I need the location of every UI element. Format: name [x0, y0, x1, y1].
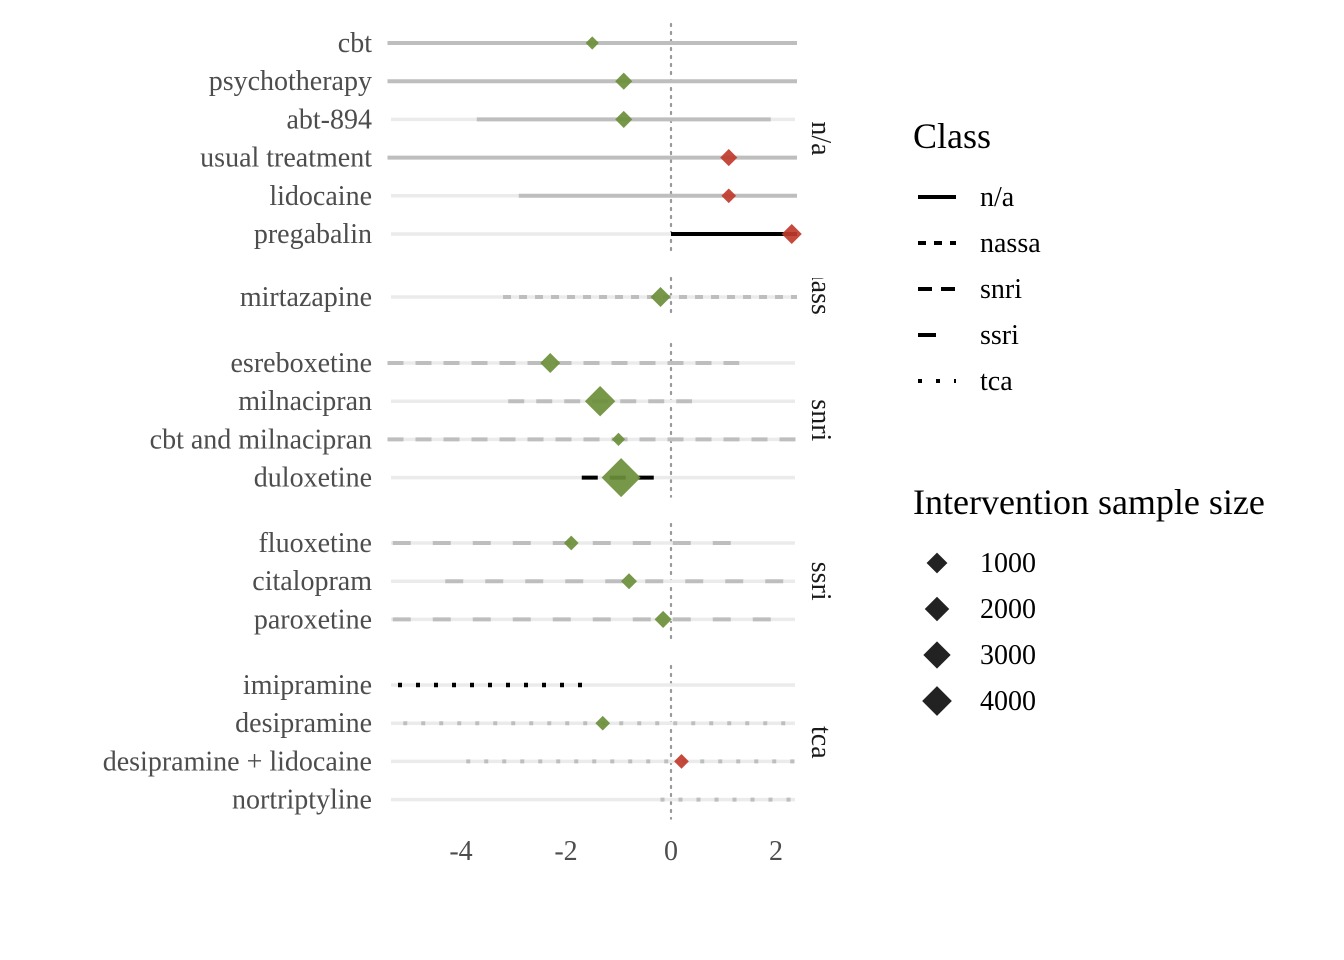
strip-label: snri	[805, 399, 836, 441]
row-duloxetine: duloxetine	[254, 458, 795, 498]
row-label: duloxetine	[254, 463, 372, 494]
strip: n/a	[805, 121, 836, 156]
legend-item-size-3000: 3000	[923, 640, 1036, 671]
legend-label: n/a	[980, 182, 1015, 213]
row-label: milnacipran	[238, 386, 372, 417]
legend-item-tca: tca	[918, 366, 1013, 397]
legend-key-diamond	[923, 641, 951, 669]
row-nortriptyline: nortriptyline	[232, 785, 797, 816]
point-estimate	[611, 432, 626, 446]
legend-title-size: Intervention sample size	[913, 482, 1265, 522]
legend-key-diamond	[926, 552, 948, 574]
point-estimate	[721, 188, 737, 204]
point-estimate	[563, 535, 579, 551]
legend-item-n-a: n/a	[918, 182, 1015, 213]
legend-label: snri	[980, 274, 1022, 305]
x-tick-label: -4	[449, 836, 472, 867]
panel-n-a: cbt psychotherapy abt-894 usual treatment li…	[200, 22, 836, 255]
row-label: desipramine	[235, 708, 372, 739]
row-label: imipramine	[243, 670, 372, 701]
row-mirtazapine: mirtazapine	[240, 282, 797, 313]
legend: Class n/a nassa snri ssri tca Intervention sam…	[913, 116, 1265, 717]
legend-label: 1000	[980, 548, 1036, 579]
legend-label: 2000	[980, 594, 1036, 625]
row-cbt-and-milnacipran: cbt and milnacipran	[150, 424, 797, 455]
row-label: citalopram	[252, 566, 372, 597]
x-tick-label: 0	[664, 836, 678, 867]
panel-ssri: fluoxetine citalopram paroxetine ssri	[252, 522, 836, 640]
point-estimate	[720, 149, 738, 167]
strip: snri	[805, 399, 836, 441]
panel-tca: imipramine desipramine desipramine + lidoc…	[103, 664, 836, 820]
strip-label: nassa	[805, 267, 836, 328]
x-tick-label: 2	[769, 836, 783, 867]
row-label: desipramine + lidocaine	[103, 746, 372, 777]
row-fluoxetine: fluoxetine	[258, 528, 795, 559]
strip: ssri	[805, 562, 836, 601]
point-estimate	[595, 715, 611, 731]
panel-nassa: mirtazapine nassa	[240, 267, 836, 328]
x-axis: -4 -2 0 2	[449, 836, 783, 867]
row-label: usual treatment	[200, 143, 372, 174]
point-estimate	[650, 287, 671, 307]
point-estimate	[674, 754, 689, 769]
point-estimate	[601, 458, 641, 498]
row-label: pregabalin	[254, 219, 372, 250]
row-milnacipran: milnacipran	[238, 386, 795, 417]
legend-title-class: Class	[913, 116, 991, 156]
row-label: lidocaine	[269, 181, 372, 212]
legend-item-snri: snri	[918, 274, 1022, 305]
row-label: cbt	[338, 28, 372, 59]
strip-label: tca	[805, 726, 836, 759]
strip-label: ssri	[805, 562, 836, 601]
legend-key-diamond	[924, 596, 950, 622]
legend-label: 4000	[980, 686, 1036, 717]
row-psychotherapy: psychotherapy	[209, 66, 797, 97]
row-citalopram: citalopram	[252, 566, 797, 597]
row-desipramine-lidocaine: desipramine + lidocaine	[103, 746, 797, 777]
legend-item-nassa: nassa	[918, 228, 1041, 259]
row-label: cbt and milnacipran	[150, 424, 372, 455]
row-abt-894: abt-894	[286, 104, 795, 135]
strip-label: n/a	[805, 121, 836, 156]
legend-label: tca	[980, 366, 1013, 397]
x-tick-label: -2	[554, 836, 577, 867]
point-estimate	[585, 36, 599, 50]
row-label: nortriptyline	[232, 785, 372, 816]
row-pregabalin: pregabalin	[254, 219, 802, 250]
strip: nassa	[805, 267, 836, 328]
row-label: paroxetine	[254, 604, 372, 635]
row-label: abt-894	[286, 104, 372, 135]
point-estimate	[781, 224, 802, 244]
row-paroxetine: paroxetine	[254, 604, 795, 635]
point-estimate	[540, 353, 561, 373]
point-estimate	[584, 386, 616, 417]
row-lidocaine: lidocaine	[269, 181, 797, 212]
panels-area: cbt psychotherapy abt-894 usual treatment li…	[103, 22, 836, 820]
row-imipramine: imipramine	[243, 670, 795, 701]
legend-item-size-2000: 2000	[924, 594, 1036, 625]
row-label: mirtazapine	[240, 282, 372, 313]
row-label: esreboxetine	[231, 348, 373, 379]
row-desipramine: desipramine	[235, 708, 797, 739]
legend-label: ssri	[980, 320, 1019, 351]
strip: tca	[805, 726, 836, 759]
legend-item-ssri: ssri	[918, 320, 1019, 351]
legend-item-size-4000: 4000	[922, 686, 1036, 717]
legend-key-diamond	[922, 686, 952, 716]
legend-label: nassa	[980, 228, 1041, 259]
point-estimate	[654, 610, 672, 628]
panel-snri: esreboxetine milnacipran cbt and milnacipr…	[150, 342, 836, 498]
row-label: psychotherapy	[209, 66, 372, 97]
row-cbt: cbt	[338, 28, 797, 59]
row-esreboxetine: esreboxetine	[231, 348, 795, 379]
legend-label: 3000	[980, 640, 1036, 671]
point-estimate	[621, 573, 637, 590]
point-estimate	[615, 110, 633, 128]
row-usual-treatment: usual treatment	[200, 143, 797, 174]
legend-item-size-1000: 1000	[926, 548, 1036, 579]
point-estimate	[615, 72, 633, 90]
row-label: fluoxetine	[258, 528, 372, 559]
